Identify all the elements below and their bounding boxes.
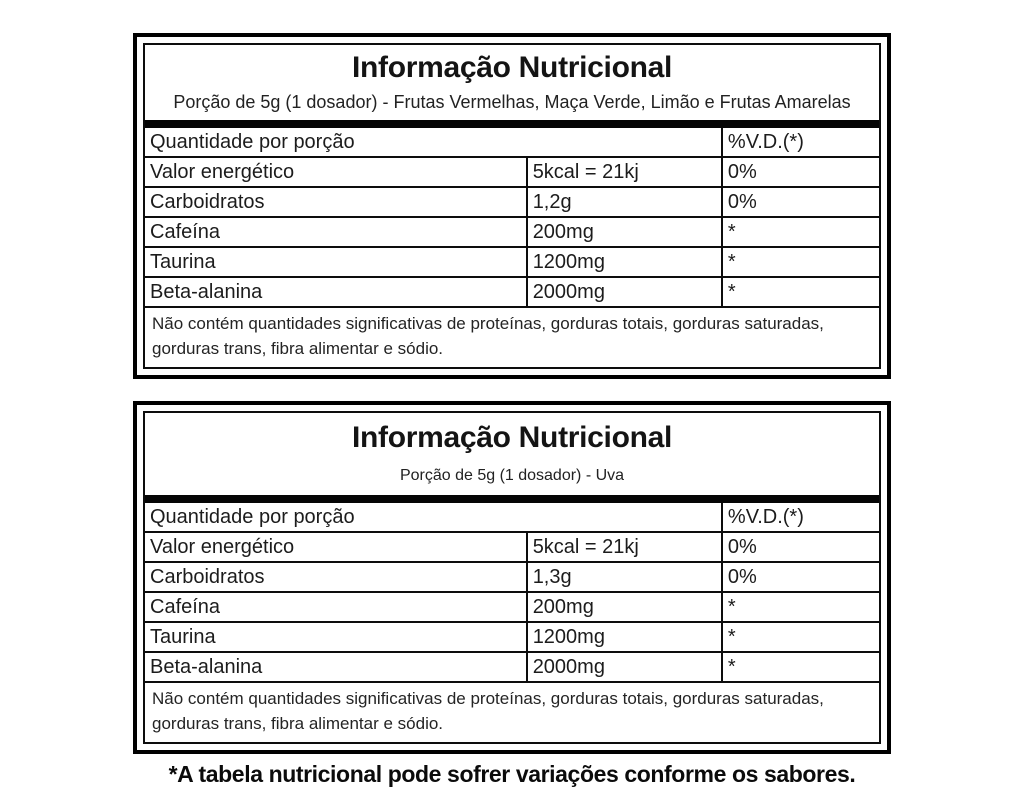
table-title: Informação Nutricional (351, 51, 673, 84)
quantity-per-serving-header: Quantidade por porção (144, 502, 723, 533)
nutrient-value: 1200mg (525, 621, 723, 653)
nutrient-label: Carboidratos (144, 561, 528, 593)
page: Informação Nutricional Porção de 5g (1 d… (133, 33, 891, 787)
facts-table: Quantidade por porção %V.D.(*) Valor ene… (144, 502, 881, 682)
table-row: Beta-alanina 2000mg * (144, 651, 881, 682)
daily-value-header: %V.D.(*) (720, 127, 881, 158)
nutrient-value: 1200mg (525, 246, 723, 278)
nutrient-dv: 0% (720, 531, 881, 563)
divider-bar (145, 495, 879, 503)
nutrient-dv: * (720, 216, 881, 248)
nutrient-label: Beta-alanina (144, 276, 528, 307)
nutrient-label: Cafeína (144, 216, 528, 248)
serving-info: Porção de 5g (1 dosador) - Uva (399, 467, 625, 484)
nutrient-dv: 0% (720, 186, 881, 218)
daily-value-header: %V.D.(*) (720, 502, 881, 533)
nutrient-label: Valor energético (144, 156, 528, 188)
nutrition-table-frutas: Informação Nutricional Porção de 5g (1 d… (133, 33, 891, 379)
table-row: Cafeína 200mg * (144, 216, 881, 248)
nutrient-dv: * (720, 246, 881, 278)
table-row: Carboidratos 1,2g 0% (144, 186, 881, 218)
table-row: Taurina 1200mg * (144, 246, 881, 278)
table-row: Beta-alanina 2000mg * (144, 276, 881, 307)
nutrient-dv: * (720, 621, 881, 653)
nutrient-dv: * (720, 591, 881, 623)
table-frame: Informação Nutricional Porção de 5g (1 d… (143, 411, 881, 744)
nutrient-value: 1,2g (525, 186, 723, 218)
table-row: Carboidratos 1,3g 0% (144, 561, 881, 593)
nutrient-value: 200mg (525, 216, 723, 248)
nutrient-value: 2000mg (525, 651, 723, 682)
nutrient-dv: * (720, 651, 881, 682)
nutrient-label: Taurina (144, 621, 528, 653)
nutrient-value: 5kcal = 21kj (525, 531, 723, 563)
nutrient-label: Cafeína (144, 591, 528, 623)
nutrient-label: Beta-alanina (144, 651, 528, 682)
divider-bar (145, 120, 879, 128)
nutrient-value: 200mg (525, 591, 723, 623)
table-row: Quantidade por porção %V.D.(*) (144, 502, 881, 533)
nutrient-value: 1,3g (525, 561, 723, 593)
nutrient-label: Valor energético (144, 531, 528, 563)
table-row: Taurina 1200mg * (144, 621, 881, 653)
no-significant-amounts-note: Não contém quantidades significativas de… (145, 681, 879, 742)
table-row: Quantidade por porção %V.D.(*) (144, 127, 881, 158)
nutrient-label: Taurina (144, 246, 528, 278)
no-significant-amounts-note: Não contém quantidades significativas de… (145, 306, 879, 367)
flavor-variation-footnote: *A tabela nutricional pode sofrer variaç… (168, 761, 856, 787)
nutrient-value: 2000mg (525, 276, 723, 307)
nutrient-label: Carboidratos (144, 186, 528, 218)
nutrient-dv: * (720, 276, 881, 307)
table-row: Cafeína 200mg * (144, 591, 881, 623)
nutrient-dv: 0% (720, 156, 881, 188)
table-frame: Informação Nutricional Porção de 5g (1 d… (143, 43, 881, 369)
nutrient-value: 5kcal = 21kj (525, 156, 723, 188)
facts-table: Quantidade por porção %V.D.(*) Valor ene… (144, 127, 881, 307)
table-row: Valor energético 5kcal = 21kj 0% (144, 531, 881, 563)
serving-info: Porção de 5g (1 dosador) - Frutas Vermel… (173, 92, 851, 112)
nutrition-table-uva: Informação Nutricional Porção de 5g (1 d… (133, 401, 891, 754)
quantity-per-serving-header: Quantidade por porção (144, 127, 723, 158)
table-title: Informação Nutricional (351, 421, 673, 454)
table-row: Valor energético 5kcal = 21kj 0% (144, 156, 881, 188)
table-header: Informação Nutricional Porção de 5g (1 d… (145, 413, 879, 495)
table-header: Informação Nutricional Porção de 5g (1 d… (145, 45, 879, 120)
nutrient-dv: 0% (720, 561, 881, 593)
